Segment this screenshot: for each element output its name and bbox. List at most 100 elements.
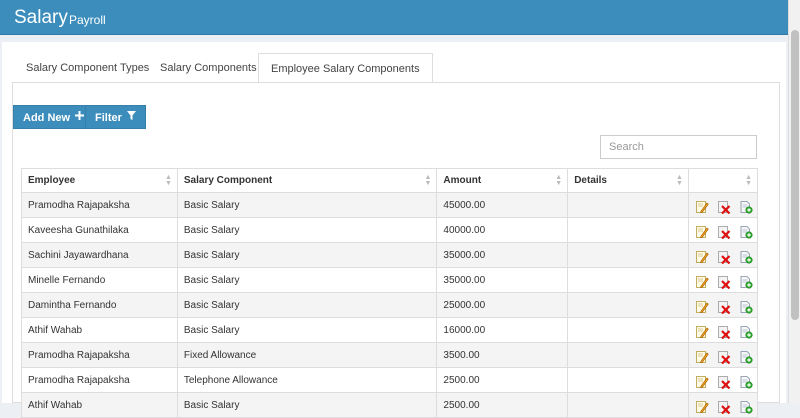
filter-button[interactable]: Filter — [85, 105, 146, 129]
column-header-details[interactable]: Details ▲ ▼ — [567, 168, 689, 193]
copy-icon[interactable] — [739, 275, 753, 289]
add-new-button[interactable]: Add New — [13, 105, 95, 129]
copy-icon[interactable] — [739, 400, 753, 414]
delete-icon[interactable] — [717, 250, 731, 264]
table-row[interactable]: Damintha Fernando Basic Salary 25000.00 — [21, 292, 759, 318]
cell-salary-component: Fixed Allowance — [176, 342, 438, 368]
column-header-salary-component[interactable]: Salary Component ▲ ▼ — [176, 168, 438, 193]
cell-salary-component: Basic Salary — [176, 242, 438, 268]
sort-icon: ▲ ▼ — [164, 174, 172, 187]
cell-amount: 35000.00 — [436, 242, 569, 268]
filter-label: Filter — [95, 112, 122, 124]
table-row[interactable]: Athif Wahab Basic Salary 2500.00 — [21, 392, 759, 418]
table-row[interactable]: Kaveesha Gunathilaka Basic Salary 40000.00 — [21, 217, 759, 243]
copy-icon[interactable] — [739, 350, 753, 364]
cell-amount: 2500.00 — [436, 367, 569, 393]
tab-employee-salary-components[interactable]: Employee Salary Components — [258, 53, 433, 83]
table-row[interactable]: Pramodha Rajapaksha Fixed Allowance 3500.0… — [21, 342, 759, 368]
column-header-actions[interactable]: ▲ ▼ — [687, 168, 759, 193]
cell-details — [567, 342, 689, 368]
page-scrollbar[interactable] — [788, 0, 800, 403]
employee-salary-table: Employee ▲ ▼ Salary Component ▲ ▼ Amount ▲ ▼ D… — [21, 168, 759, 418]
cell-actions — [687, 367, 759, 393]
cell-details — [567, 292, 689, 318]
sort-icon: ▲ ▼ — [745, 174, 752, 187]
table-row[interactable]: Athif Wahab Basic Salary 16000.00 — [21, 317, 759, 343]
table-body: Pramodha Rajapaksha Basic Salary 45000.00 K… — [21, 192, 759, 418]
edit-icon[interactable] — [695, 375, 709, 389]
table-row[interactable]: Minelle Fernando Basic Salary 35000.00 — [21, 267, 759, 293]
column-header-amount[interactable]: Amount ▲ ▼ — [436, 168, 569, 193]
cell-employee: Pramodha Rajapaksha — [21, 367, 178, 393]
add-new-label: Add New — [23, 112, 71, 124]
cell-employee: Damintha Fernando — [21, 292, 178, 318]
cell-actions — [687, 342, 759, 368]
cell-amount: 40000.00 — [436, 217, 569, 243]
delete-icon[interactable] — [717, 350, 731, 364]
edit-icon[interactable] — [695, 400, 709, 414]
cell-employee: Pramodha Rajapaksha — [21, 342, 178, 368]
edit-icon[interactable] — [695, 250, 709, 264]
cell-salary-component: Basic Salary — [176, 392, 438, 418]
cell-amount: 25000.00 — [436, 292, 569, 318]
cell-actions — [687, 217, 759, 243]
delete-icon[interactable] — [717, 300, 731, 314]
tab-salary-component-types[interactable]: Salary Component Types — [26, 62, 150, 74]
page-subtitle: Payroll — [69, 13, 106, 27]
search-input[interactable] — [600, 135, 757, 159]
app-header: Salary Payroll — [0, 0, 788, 35]
copy-icon[interactable] — [739, 250, 753, 264]
edit-icon[interactable] — [695, 300, 709, 314]
cell-actions — [687, 392, 759, 418]
copy-icon[interactable] — [739, 200, 753, 214]
cell-employee: Pramodha Rajapaksha — [21, 192, 178, 218]
cell-amount: 35000.00 — [436, 267, 569, 293]
cell-employee: Athif Wahab — [21, 392, 178, 418]
edit-icon[interactable] — [695, 225, 709, 239]
edit-icon[interactable] — [695, 350, 709, 364]
cell-details — [567, 392, 689, 418]
cell-salary-component: Basic Salary — [176, 192, 438, 218]
table-row[interactable]: Sachini Jayawardhana Basic Salary 35000.00 — [21, 242, 759, 268]
cell-salary-component: Basic Salary — [176, 267, 438, 293]
cell-employee: Athif Wahab — [21, 317, 178, 343]
tab-salary-components[interactable]: Salary Components — [160, 62, 257, 74]
cell-salary-component: Basic Salary — [176, 217, 438, 243]
cell-actions — [687, 317, 759, 343]
scrollbar-thumb[interactable] — [791, 30, 799, 320]
delete-icon[interactable] — [717, 200, 731, 214]
sort-icon: ▲ ▼ — [555, 174, 563, 187]
copy-icon[interactable] — [739, 375, 753, 389]
sort-icon: ▲ ▼ — [424, 174, 432, 187]
delete-icon[interactable] — [717, 400, 731, 414]
cell-employee: Sachini Jayawardhana — [21, 242, 178, 268]
cell-details — [567, 317, 689, 343]
funnel-icon — [126, 105, 136, 129]
table-row[interactable]: Pramodha Rajapaksha Basic Salary 45000.00 — [21, 192, 759, 218]
edit-icon[interactable] — [695, 325, 709, 339]
cell-employee: Minelle Fernando — [21, 267, 178, 293]
cell-details — [567, 192, 689, 218]
cell-employee: Kaveesha Gunathilaka — [21, 217, 178, 243]
cell-amount: 2500.00 — [436, 392, 569, 418]
table-row[interactable]: Pramodha Rajapaksha Telephone Allowance 25… — [21, 367, 759, 393]
copy-icon[interactable] — [739, 300, 753, 314]
copy-icon[interactable] — [739, 225, 753, 239]
column-header-employee[interactable]: Employee ▲ ▼ — [21, 168, 178, 193]
cell-details — [567, 267, 689, 293]
table-header-row: Employee ▲ ▼ Salary Component ▲ ▼ Amount ▲ ▼ D… — [21, 168, 759, 193]
cell-salary-component: Telephone Allowance — [176, 367, 438, 393]
delete-icon[interactable] — [717, 375, 731, 389]
cell-amount: 16000.00 — [436, 317, 569, 343]
cell-actions — [687, 242, 759, 268]
edit-icon[interactable] — [695, 275, 709, 289]
delete-icon[interactable] — [717, 275, 731, 289]
edit-icon[interactable] — [695, 200, 709, 214]
delete-icon[interactable] — [717, 325, 731, 339]
cell-actions — [687, 292, 759, 318]
copy-icon[interactable] — [739, 325, 753, 339]
delete-icon[interactable] — [717, 225, 731, 239]
sort-icon: ▲ ▼ — [676, 174, 683, 187]
cell-details — [567, 367, 689, 393]
cell-salary-component: Basic Salary — [176, 292, 438, 318]
